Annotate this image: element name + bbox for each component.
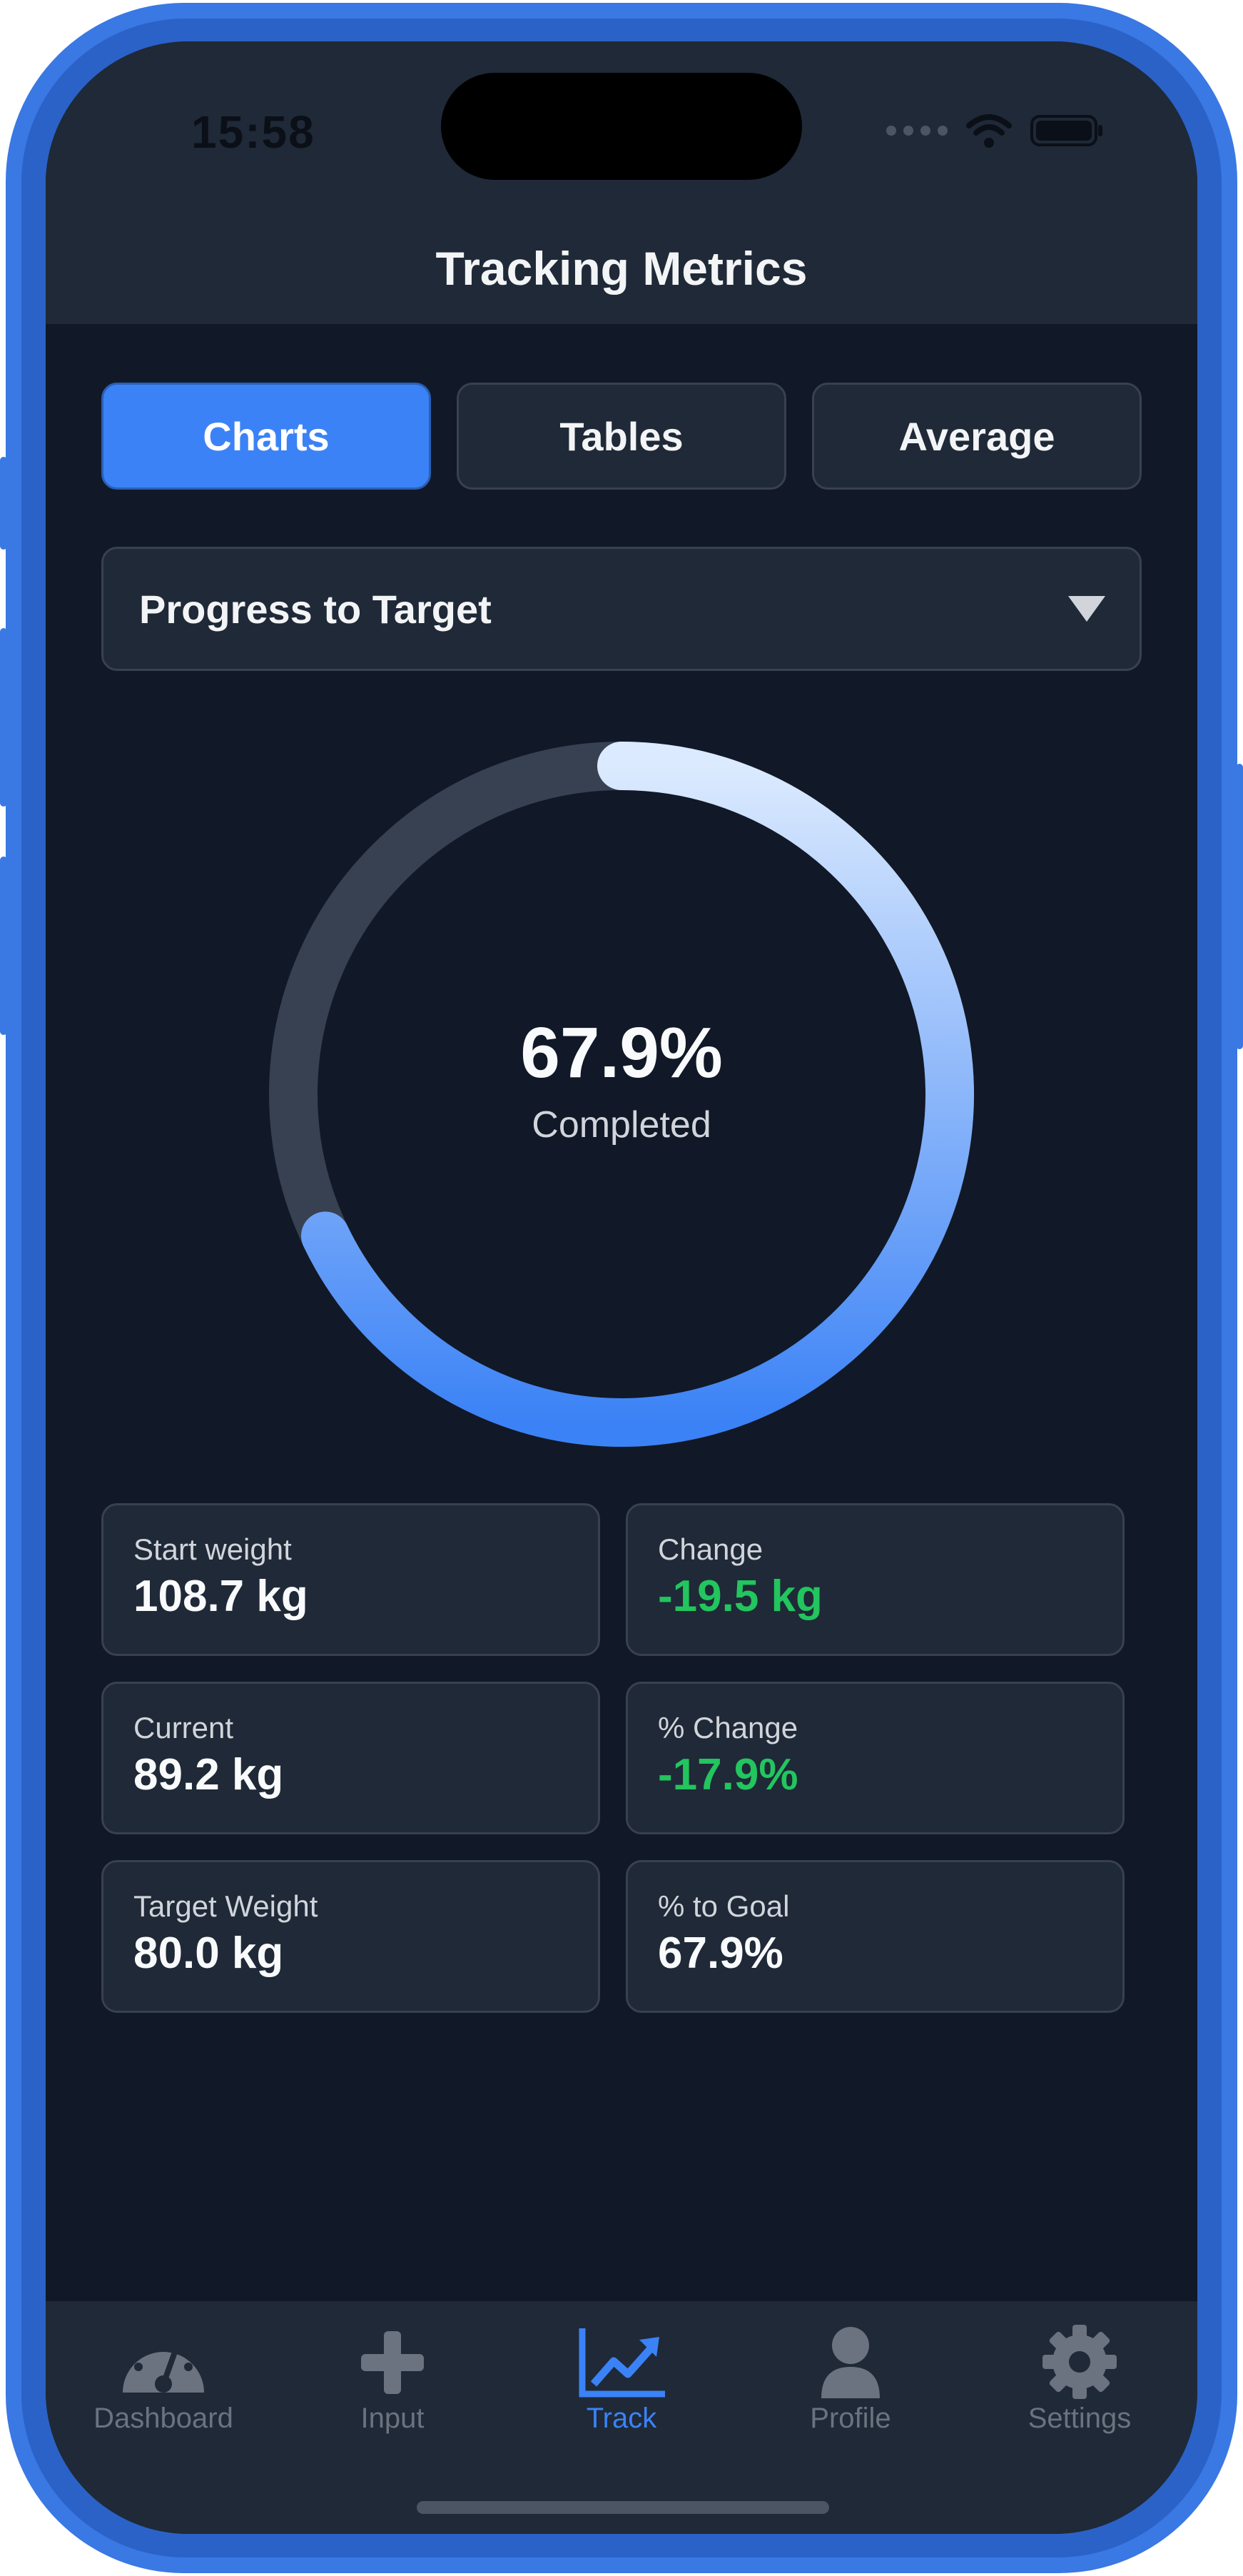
side-button-mute: [0, 457, 7, 550]
stat-label: Current: [133, 1711, 234, 1744]
user-icon: [821, 2327, 880, 2398]
nav-label: Settings: [1028, 2403, 1132, 2434]
progress-caption: Completed: [532, 1104, 711, 1146]
progress-ring: 67.9% Completed: [268, 741, 975, 1448]
nav-dashboard[interactable]: Dashboard: [74, 2301, 253, 2534]
progress-ring-chart: [269, 742, 974, 1447]
stat-label: % Change: [658, 1711, 798, 1744]
tab-tables[interactable]: Tables: [457, 383, 786, 490]
side-button-power: [1236, 764, 1243, 1049]
cellular-signal-icon: [886, 126, 948, 136]
stats-grid: Start weight 108.7 kg Change -19.5 kg Cu…: [101, 1503, 1125, 2013]
bottom-tab-bar: Dashboard Input Track Profile: [46, 2301, 1197, 2534]
stat-card-start-weight: Start weight 108.7 kg: [101, 1503, 600, 1656]
plus-icon: [361, 2331, 424, 2394]
stat-value: -17.9%: [658, 1750, 798, 1799]
battery-icon: [1030, 115, 1102, 146]
nav-label: Track: [586, 2403, 657, 2434]
wifi-icon: [966, 114, 1012, 148]
nav-profile[interactable]: Profile: [761, 2301, 940, 2534]
stat-value: 80.0 kg: [133, 1929, 284, 1978]
dynamic-island: [441, 73, 802, 180]
tab-average[interactable]: Average: [812, 383, 1142, 490]
progress-ring-arc: [301, 742, 974, 1447]
stat-value: 89.2 kg: [133, 1750, 284, 1799]
stat-label: % to Goal: [658, 1889, 790, 1923]
chart-type-dropdown[interactable]: Progress to Target: [101, 547, 1142, 671]
stat-card-change: Change -19.5 kg: [626, 1503, 1125, 1656]
chevron-down-icon: [1068, 596, 1105, 622]
stat-value: 67.9%: [658, 1929, 783, 1978]
stat-card-target-weight: Target Weight 80.0 kg: [101, 1860, 600, 2013]
nav-label: Input: [360, 2403, 425, 2434]
nav-track[interactable]: Track: [532, 2301, 711, 2534]
dashboard-gauge-icon: [123, 2338, 204, 2393]
tab-charts[interactable]: Charts: [101, 383, 431, 490]
chart-line-icon: [579, 2328, 665, 2398]
nav-input[interactable]: Input: [303, 2301, 482, 2534]
status-icons: [886, 113, 1105, 148]
app-screen: 15:58 Tracking Metrics Charts Tables Ave…: [46, 41, 1197, 2534]
stat-label: Start weight: [133, 1532, 292, 1566]
nav-settings[interactable]: Settings: [990, 2301, 1169, 2534]
home-indicator: [417, 2501, 829, 2514]
nav-label: Profile: [810, 2403, 891, 2434]
stat-card-percent-change: % Change -17.9%: [626, 1682, 1125, 1834]
nav-label: Dashboard: [93, 2403, 233, 2434]
stat-value: -19.5 kg: [658, 1572, 823, 1621]
side-button-volume-up: [0, 628, 7, 807]
page-title: Tracking Metrics: [435, 242, 808, 295]
stat-label: Change: [658, 1532, 763, 1566]
gear-icon: [1042, 2325, 1117, 2399]
stat-card-current: Current 89.2 kg: [101, 1682, 600, 1834]
side-button-volume-down: [0, 857, 7, 1035]
dropdown-selected-value: Progress to Target: [139, 587, 492, 632]
view-tabs: Charts Tables Average: [101, 383, 1142, 490]
progress-percent: 67.9%: [520, 1013, 723, 1093]
status-time: 15:58: [191, 106, 315, 158]
stat-label: Target Weight: [133, 1889, 318, 1923]
stat-card-percent-to-goal: % to Goal 67.9%: [626, 1860, 1125, 2013]
stat-value: 108.7 kg: [133, 1572, 308, 1621]
